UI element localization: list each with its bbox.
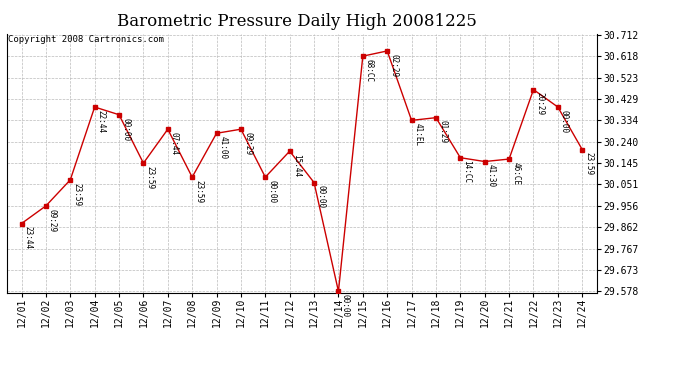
Text: 41:00: 41:00 [219, 136, 228, 159]
Text: 09:29: 09:29 [243, 132, 252, 155]
Text: 00:00: 00:00 [341, 294, 350, 317]
Text: 68:CC: 68:CC [365, 59, 374, 82]
Text: 23:44: 23:44 [23, 226, 32, 249]
Text: 00:00: 00:00 [121, 117, 130, 141]
Text: 00:00: 00:00 [560, 110, 569, 133]
Text: 00:00: 00:00 [316, 185, 325, 209]
Text: 23:59: 23:59 [584, 152, 593, 176]
Text: 09:29: 09:29 [48, 209, 57, 232]
Text: 00:00: 00:00 [268, 180, 277, 203]
Text: Barometric Pressure Daily High 20081225: Barometric Pressure Daily High 20081225 [117, 13, 477, 30]
Text: 41:EL: 41:EL [414, 123, 423, 146]
Text: 22:44: 22:44 [97, 110, 106, 133]
Text: 20:29: 20:29 [535, 92, 544, 116]
Text: 41:30: 41:30 [486, 164, 496, 188]
Text: 15:44: 15:44 [292, 154, 301, 177]
Text: 01:29: 01:29 [438, 120, 447, 144]
Text: 02:29: 02:29 [389, 54, 398, 77]
Text: 46:CE: 46:CE [511, 162, 520, 185]
Text: Copyright 2008 Cartronics.com: Copyright 2008 Cartronics.com [8, 35, 164, 44]
Text: 07:44: 07:44 [170, 132, 179, 155]
Text: 23:59: 23:59 [146, 166, 155, 189]
Text: 23:59: 23:59 [195, 180, 204, 203]
Text: 14:CC: 14:CC [462, 160, 471, 184]
Text: 23:59: 23:59 [72, 183, 81, 206]
